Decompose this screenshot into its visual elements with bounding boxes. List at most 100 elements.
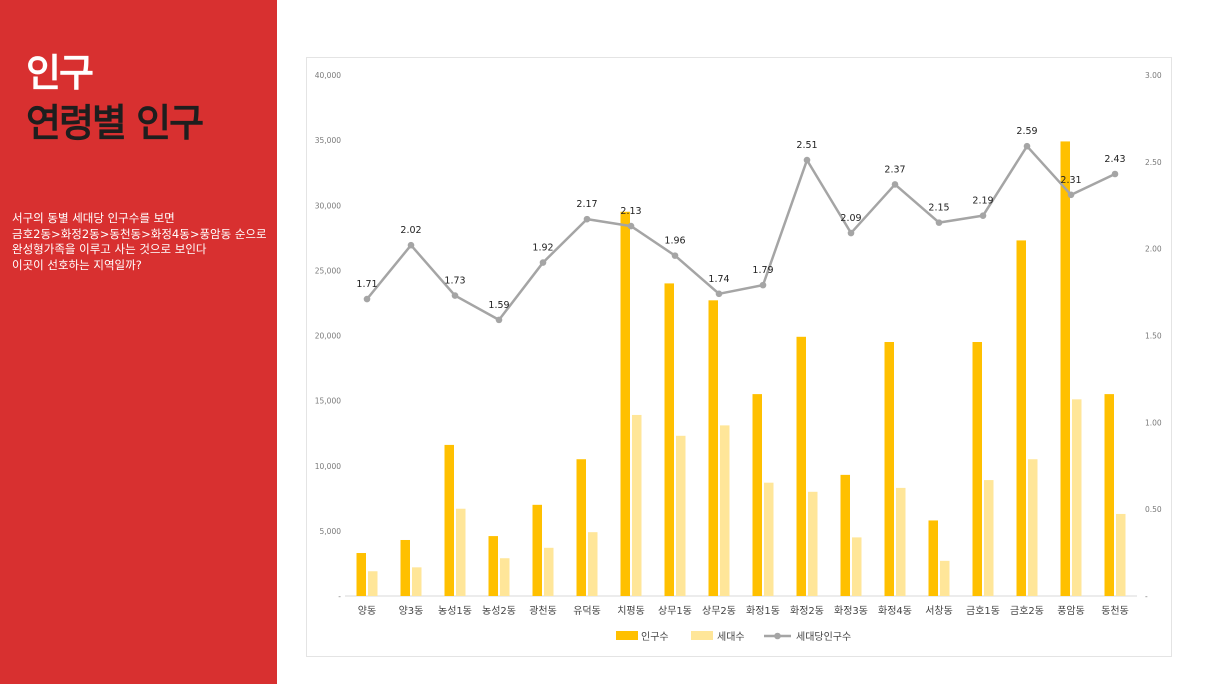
category-label: 농성2동 bbox=[482, 605, 516, 617]
bar-population bbox=[444, 444, 454, 596]
left-axis-tick-label: 15,000 bbox=[315, 397, 341, 406]
data-label: 1.71 bbox=[356, 279, 377, 290]
data-label: 1.74 bbox=[708, 274, 729, 285]
left-axis-tick-label: - bbox=[338, 592, 341, 601]
line-point bbox=[671, 252, 679, 259]
bar-households bbox=[368, 571, 378, 596]
bar-population bbox=[664, 283, 674, 596]
category-label: 화정1동 bbox=[746, 605, 780, 617]
data-label: 2.51 bbox=[796, 140, 817, 151]
left-axis-tick-label: 40,000 bbox=[315, 71, 341, 80]
line-point bbox=[583, 215, 591, 223]
line-point bbox=[759, 281, 767, 289]
left-axis-tick-label: 35,000 bbox=[315, 136, 341, 145]
line-point bbox=[803, 156, 811, 164]
description-line: 서구의 동별 세대당 인구수를 보면 bbox=[12, 211, 175, 225]
bar-households bbox=[500, 558, 510, 596]
bar-population bbox=[884, 342, 894, 596]
legend-label-per-household: 세대당인구수 bbox=[796, 631, 851, 643]
line-point bbox=[1067, 191, 1075, 199]
legend-label-population: 인구수 bbox=[641, 631, 669, 643]
description-line: 이곳이 선호하는 지역일까? bbox=[12, 257, 142, 272]
line-point bbox=[979, 212, 987, 219]
category-label: 치평동 bbox=[617, 605, 645, 617]
bar-households bbox=[852, 537, 862, 596]
bar-households bbox=[412, 567, 422, 596]
combo-chart: - 5,000 10,000 15,000 20,000 25,000 30,000 35,0… bbox=[315, 71, 1162, 643]
bar-population bbox=[796, 336, 806, 596]
bar-population bbox=[356, 553, 366, 596]
data-label: 2.13 bbox=[620, 206, 641, 217]
data-label: 2.43 bbox=[1104, 154, 1125, 165]
line-point bbox=[891, 181, 899, 188]
bar-population bbox=[708, 300, 718, 596]
category-label: 화정4동 bbox=[878, 605, 912, 617]
data-label: 1.73 bbox=[444, 276, 465, 287]
bar-population bbox=[1016, 240, 1026, 597]
category-label: 금호2동 bbox=[1010, 605, 1044, 617]
line-point bbox=[715, 290, 723, 298]
right-axis-tick-label: 2.50 bbox=[1145, 158, 1162, 167]
data-label: 2.31 bbox=[1060, 175, 1081, 186]
category-label: 동천동 bbox=[1101, 605, 1129, 617]
right-axis-tick-label: 3.00 bbox=[1145, 71, 1162, 80]
data-label: 1.96 bbox=[664, 236, 685, 247]
bar-households bbox=[720, 425, 730, 596]
bar-households bbox=[676, 435, 686, 596]
line-per-household bbox=[366, 144, 1116, 322]
category-label: 화정2동 bbox=[790, 605, 824, 617]
category-label: 화정3동 bbox=[834, 605, 868, 617]
legend-label-households: 세대수 bbox=[717, 631, 745, 643]
bar-households bbox=[764, 482, 774, 596]
line-point bbox=[539, 259, 547, 266]
slide-title: 인구 bbox=[26, 51, 94, 95]
left-axis-tick-label: 25,000 bbox=[315, 266, 341, 275]
data-label: 1.59 bbox=[488, 300, 509, 311]
bar-households bbox=[1116, 513, 1126, 596]
left-axis-tick-label: 20,000 bbox=[315, 332, 341, 341]
data-label: 2.15 bbox=[928, 203, 949, 214]
bar-households bbox=[896, 487, 906, 596]
line-point bbox=[495, 316, 503, 324]
data-label: 2.59 bbox=[1016, 126, 1037, 137]
bar-households bbox=[588, 532, 598, 596]
line-point bbox=[363, 295, 371, 303]
bar-population bbox=[532, 504, 542, 596]
data-label: 1.79 bbox=[752, 265, 773, 276]
line-point bbox=[847, 229, 855, 237]
line-point bbox=[1023, 142, 1031, 150]
category-label: 상무1동 bbox=[658, 605, 692, 617]
right-axis-tick-label: 0.50 bbox=[1145, 505, 1162, 514]
bar-households bbox=[940, 560, 950, 596]
data-label: 1.92 bbox=[532, 243, 553, 254]
description-text: 서구의 동별 세대당 인구수를 보면 금호2동>화정2동>동천동>화정4동>풍암… bbox=[12, 211, 270, 273]
data-label: 2.19 bbox=[972, 196, 993, 207]
legend-swatch-households bbox=[691, 631, 713, 640]
data-label: 2.17 bbox=[576, 199, 597, 210]
legend-swatch-population bbox=[616, 631, 638, 640]
description-line: 금호2동>화정2동>동천동>화정4동>풍암동 순으로 완성형가족을 이루고 사는… bbox=[12, 226, 267, 257]
bar-households bbox=[808, 491, 818, 596]
bar-population bbox=[488, 536, 498, 596]
line-point bbox=[407, 241, 415, 249]
left-axis-tick-label: 30,000 bbox=[315, 201, 341, 210]
category-label: 광천동 bbox=[529, 605, 557, 617]
right-axis-tick-label: 2.00 bbox=[1145, 245, 1162, 254]
bar-population bbox=[840, 474, 850, 596]
category-label: 금호1동 bbox=[966, 605, 1000, 617]
bar-population bbox=[400, 539, 410, 596]
bar-population bbox=[576, 459, 586, 596]
left-axis-tick-label: 10,000 bbox=[315, 462, 341, 471]
bar-households bbox=[456, 508, 466, 596]
category-label: 양3동 bbox=[399, 605, 424, 617]
bar-population bbox=[1104, 394, 1114, 596]
sidebar-panel: 인구 연령별 인구 서구의 동별 세대당 인구수를 보면 금호2동>화정2동>동… bbox=[0, 0, 277, 684]
right-axis-tick-label: 1.50 bbox=[1145, 332, 1162, 341]
bar-households bbox=[632, 414, 642, 596]
bar-population bbox=[928, 520, 938, 596]
line-point bbox=[935, 219, 943, 226]
bar-households bbox=[1028, 459, 1038, 596]
left-axis-tick-label: 5,000 bbox=[320, 527, 342, 536]
bar-population bbox=[752, 394, 762, 596]
line-point bbox=[451, 292, 459, 299]
